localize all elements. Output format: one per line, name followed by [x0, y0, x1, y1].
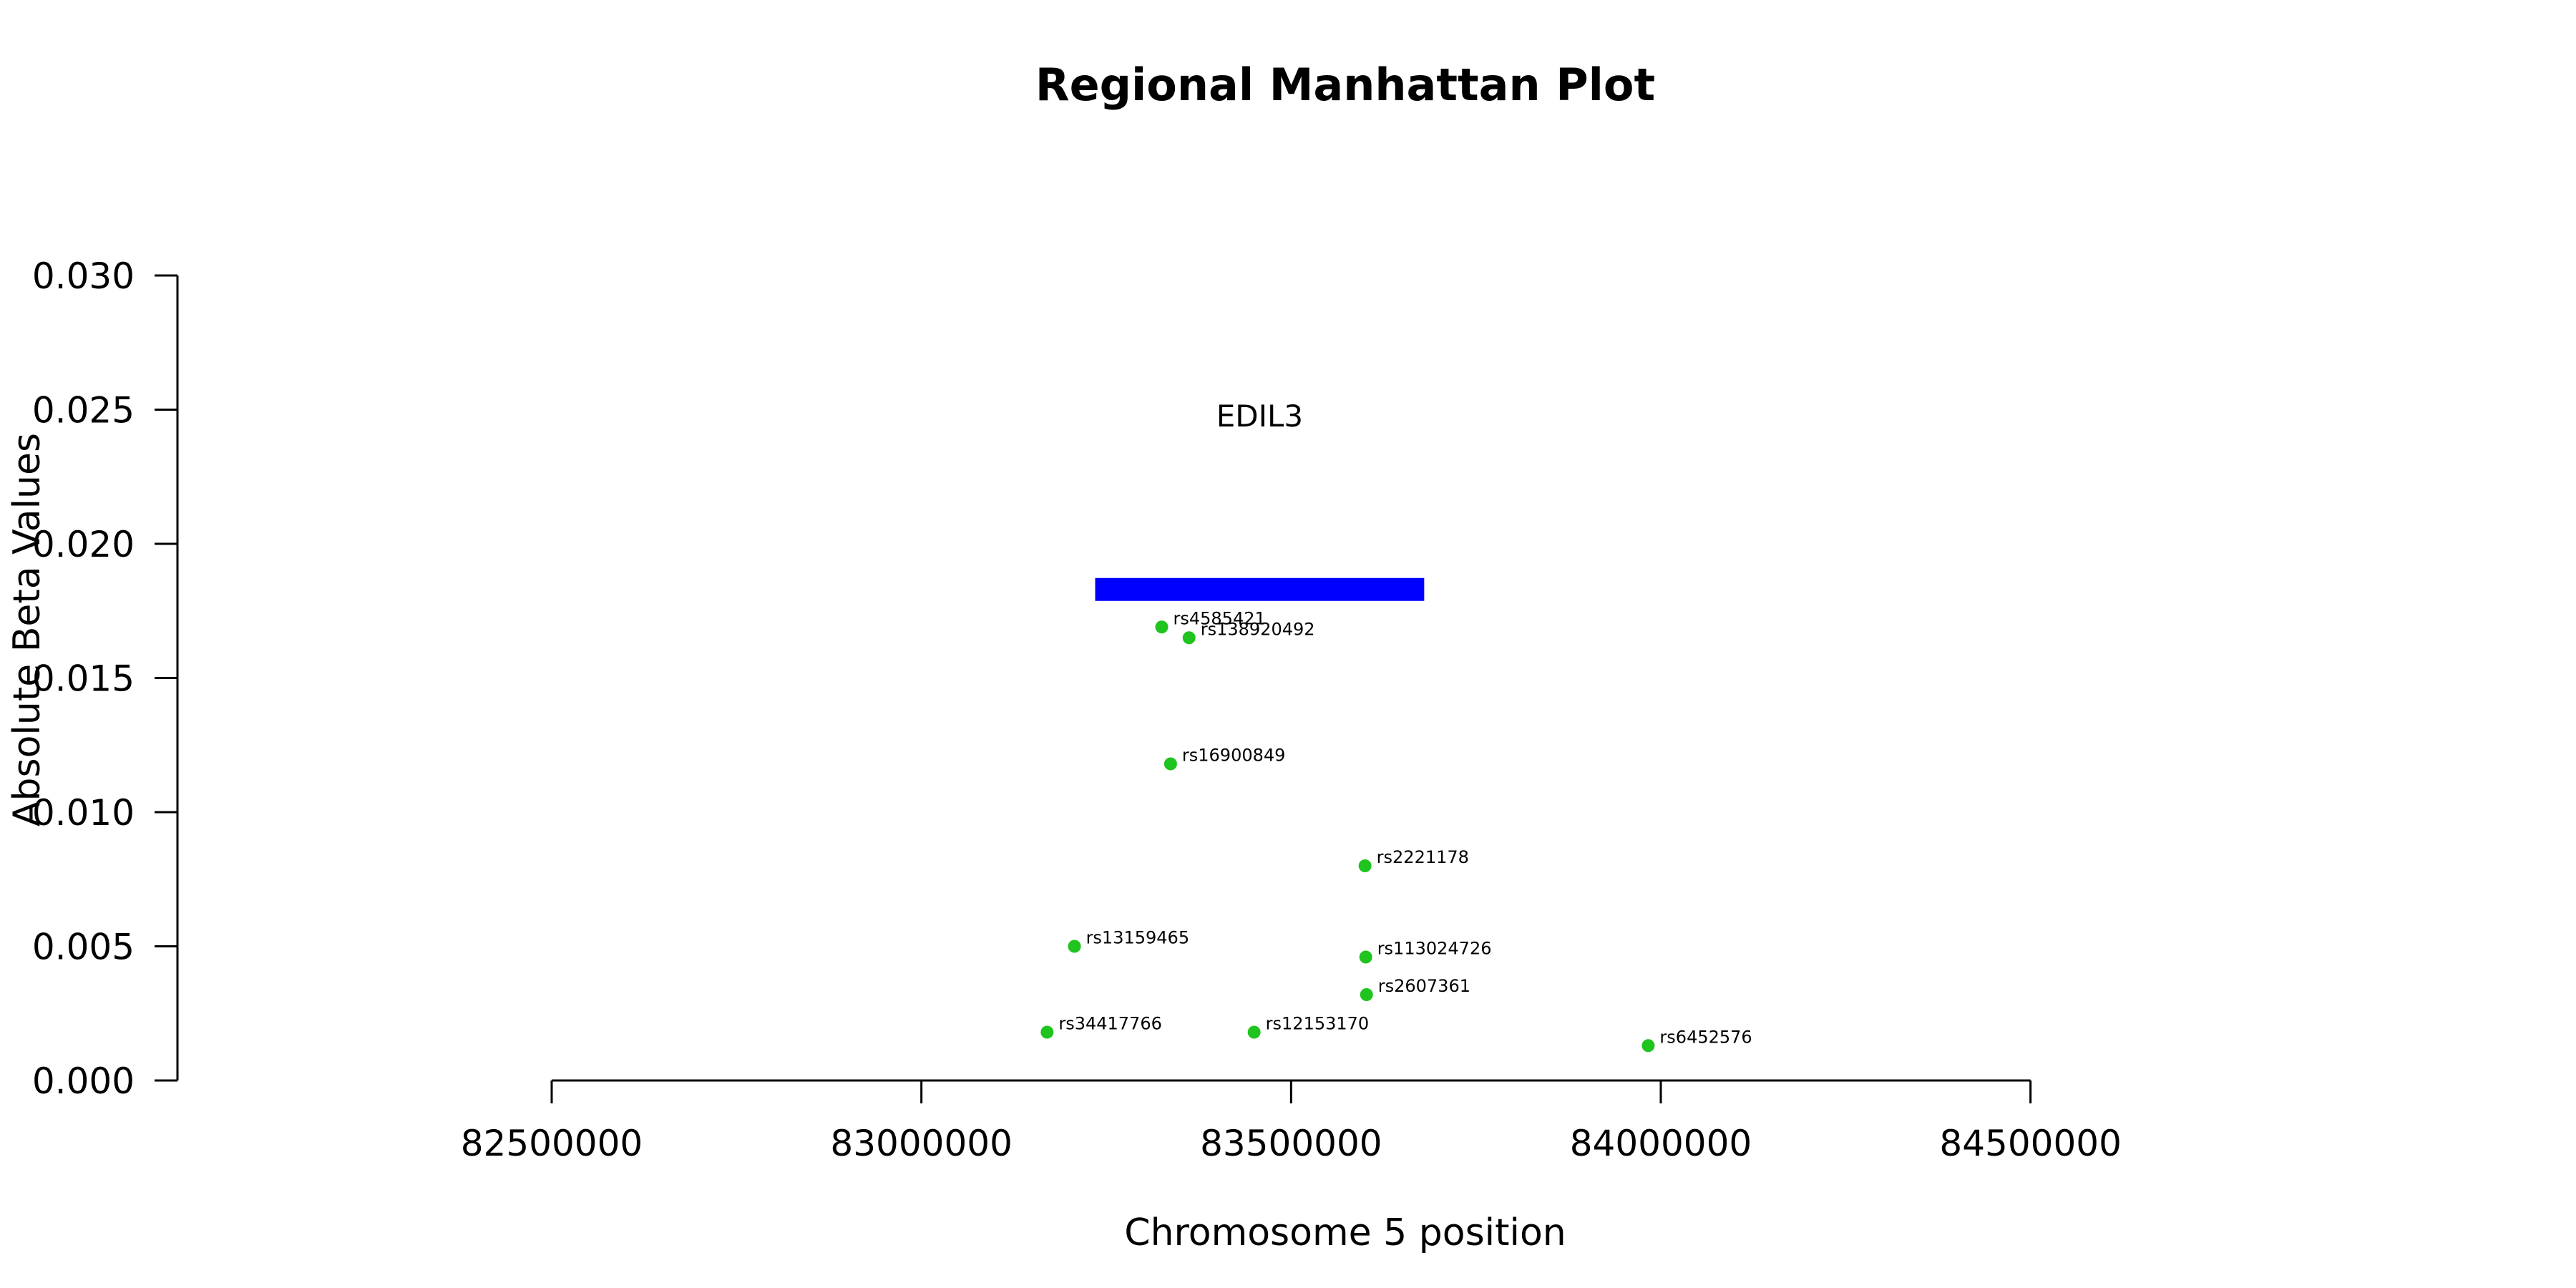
x-tick-label: 82500000: [461, 1123, 643, 1164]
y-tick-label: 0.015: [32, 658, 135, 700]
snp-point: [1068, 940, 1081, 953]
y-tick-label: 0.030: [32, 255, 135, 297]
snp-label: rs13159465: [1086, 928, 1190, 948]
y-tick-label: 0.010: [32, 792, 135, 834]
chart-title: Regional Manhattan Plot: [1035, 59, 1655, 111]
x-tick-label: 84000000: [1570, 1123, 1752, 1164]
axes: 0.000 0.005 0.010 0.015 0.020 0.025 0.030 82500…: [32, 255, 2122, 1164]
y-tick-label: 0.020: [32, 524, 135, 565]
y-tick-label: 0.005: [32, 927, 135, 968]
gene-layer: EDIL3: [1095, 399, 1425, 601]
x-tick-label: 83000000: [830, 1123, 1013, 1164]
snp-point: [1155, 620, 1169, 634]
snp-point: [1641, 1039, 1655, 1053]
snp-label: rs2607361: [1378, 976, 1470, 996]
snp-point: [1040, 1025, 1054, 1039]
y-tick-label: 0.000: [32, 1060, 135, 1102]
x-axis-label: Chromosome 5 position: [1124, 1211, 1566, 1254]
snp-point: [1247, 1025, 1261, 1039]
x-tick-label: 84500000: [1939, 1123, 2122, 1164]
snp-label: rs34417766: [1058, 1014, 1162, 1034]
snp-point: [1182, 631, 1196, 645]
snp-point: [1359, 950, 1372, 964]
snp-label: rs138920492: [1201, 619, 1315, 639]
snp-point: [1360, 988, 1373, 1001]
gene-label: EDIL3: [1216, 399, 1303, 434]
snp-label: rs2221178: [1377, 847, 1469, 867]
y-tick-label: 0.025: [32, 390, 135, 431]
snp-label: rs16900849: [1182, 746, 1286, 766]
snp-label: rs113024726: [1377, 939, 1492, 959]
snp-label: rs4585421: [1174, 608, 1266, 628]
x-tick-label: 83500000: [1200, 1123, 1382, 1164]
snp-label: rs6452576: [1659, 1027, 1752, 1047]
snp-point: [1358, 859, 1372, 872]
snp-label: rs12153170: [1266, 1014, 1370, 1034]
y-axis-label: Absolute Beta Values: [6, 433, 49, 826]
gene-bar: [1095, 577, 1425, 601]
snp-point: [1163, 757, 1177, 771]
